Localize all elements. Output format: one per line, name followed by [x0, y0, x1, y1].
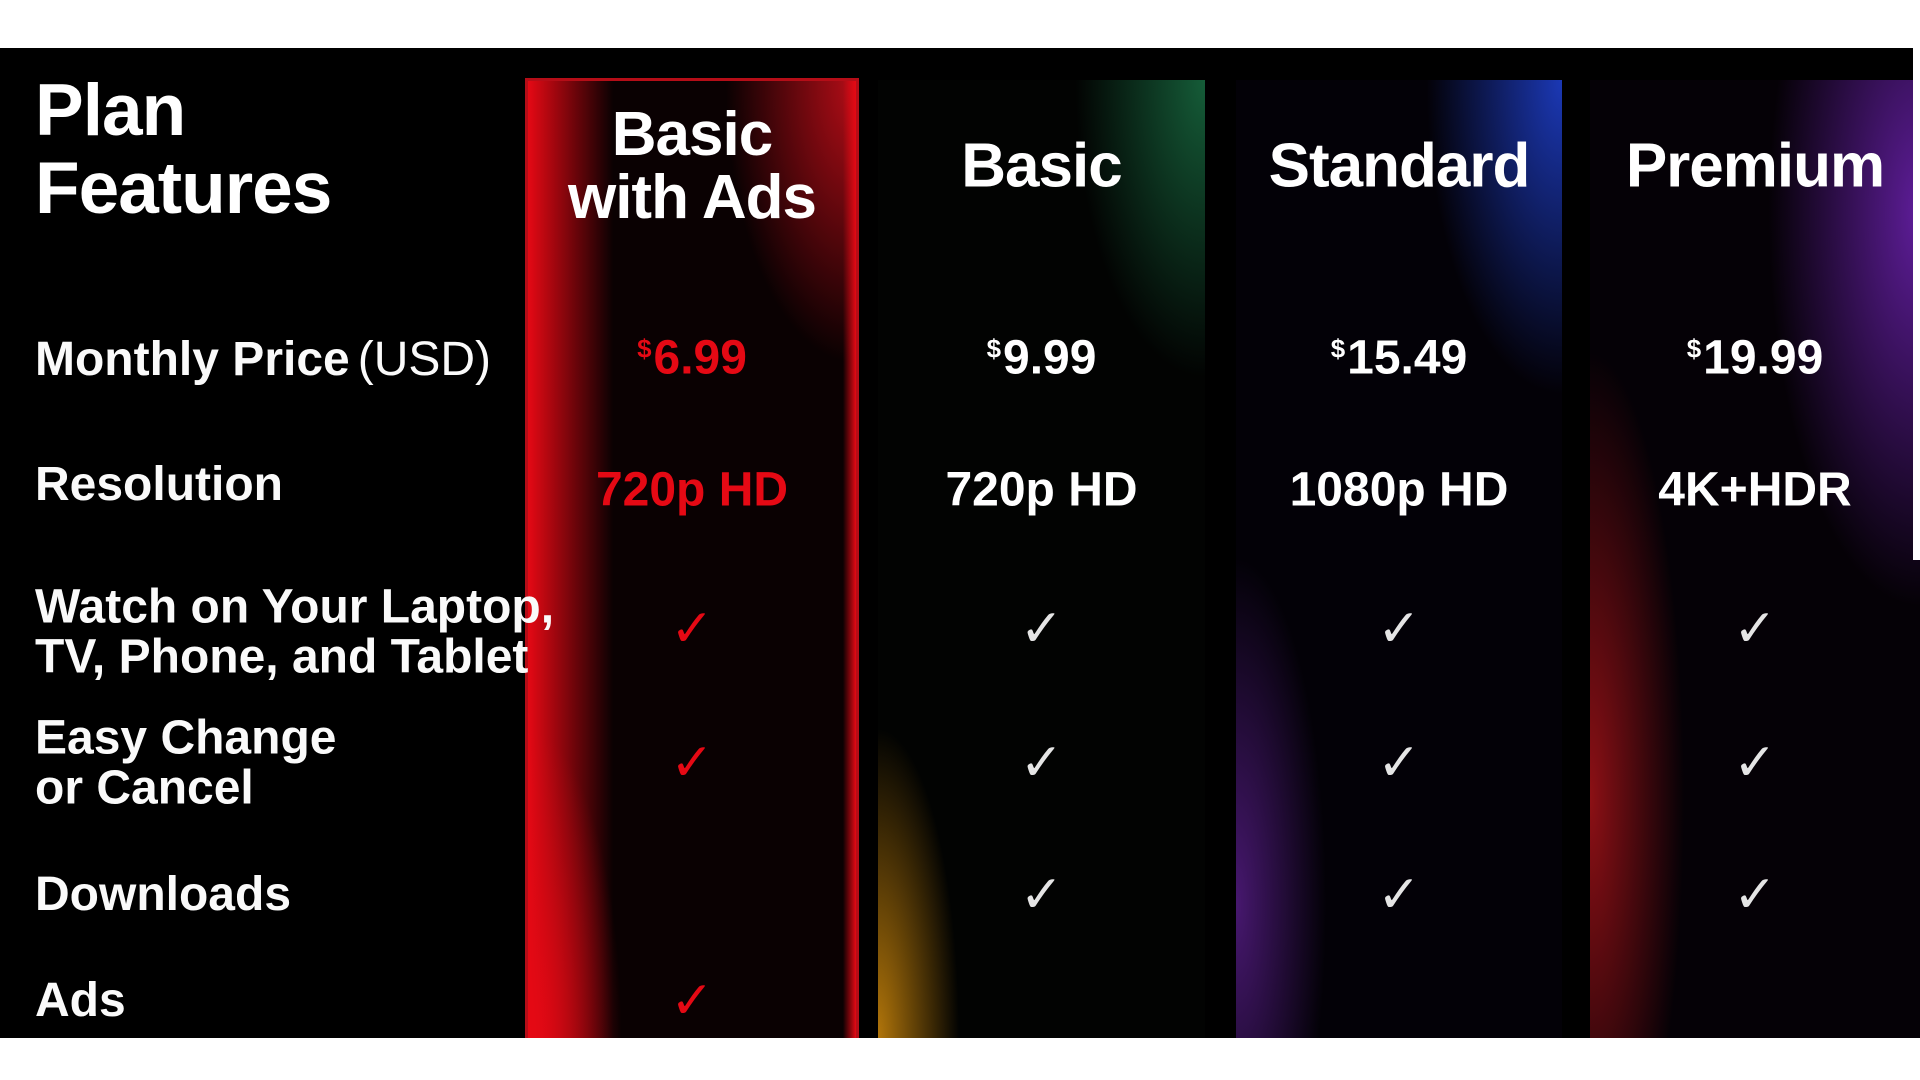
plan-header-basic-with-ads-line2: with Ads	[567, 163, 817, 232]
check-icon-easy-basic: ✓	[1019, 733, 1064, 793]
page-title: Plan Features	[35, 70, 332, 230]
currency-symbol: $	[1330, 335, 1346, 364]
currency-symbol: $	[1686, 335, 1702, 364]
check-icon-watch-basic: ✓	[1019, 599, 1064, 659]
pricing-table: Plan Features Monthly Price (USD) Resolut…	[0, 48, 1920, 1038]
row-label-resolution: Resolution	[35, 457, 283, 511]
resolution-basic: 720p HD	[945, 463, 1138, 517]
plan-card-standard	[1236, 80, 1562, 1038]
price-value: 9.99	[1003, 331, 1097, 385]
currency-symbol: $	[986, 335, 1001, 364]
plan-header-basic-with-ads-line1: Basic	[611, 99, 773, 169]
plan-card-basic	[878, 80, 1205, 1038]
check-icon-downloads-basic: ✓	[1019, 865, 1064, 925]
page-title-line2: Features	[35, 148, 332, 230]
price-value: 6.99	[653, 331, 747, 385]
price-basic-with-ads: $6.99	[525, 331, 859, 386]
row-label-watch-devices: Watch on Your Laptop, TV, Phone, and Tab…	[35, 580, 555, 684]
plan-card-basic-with-ads	[525, 78, 859, 1038]
row-label-monthly-price: Monthly Price (USD)	[35, 332, 492, 386]
plan-card-premium	[1590, 80, 1920, 1038]
resolution-basic-with-ads: 720p HD	[595, 463, 789, 517]
check-icon-watch-premium: ✓	[1733, 599, 1777, 659]
check-icon-easy-premium: ✓	[1733, 733, 1777, 793]
row-label-ads: Ads	[35, 973, 126, 1027]
check-icon-watch-standard: ✓	[1377, 599, 1421, 659]
row-label-downloads: Downloads	[35, 867, 292, 921]
check-icon-easy-basic-with-ads: ✓	[670, 733, 714, 793]
row-label-easy-line2: or Cancel	[35, 762, 254, 815]
currency-symbol: $	[637, 335, 652, 364]
price-premium: $19.99	[1590, 331, 1920, 386]
price-standard: $15.49	[1236, 331, 1562, 386]
plan-header-premium: Premium	[1625, 131, 1885, 201]
check-icon-ads-basic-with-ads: ✓	[670, 971, 714, 1031]
check-icon-easy-standard: ✓	[1377, 733, 1421, 793]
plan-header-standard: Standard	[1268, 131, 1531, 201]
plan-header-basic-with-ads: Basic with Ads	[525, 99, 859, 232]
price-value: 15.49	[1347, 331, 1468, 385]
check-icon-watch-basic-with-ads: ✓	[670, 599, 714, 659]
plan-header-basic: Basic	[961, 131, 1122, 201]
price-value: 19.99	[1703, 331, 1824, 385]
right-edge-white-sliver	[1913, 48, 1920, 560]
resolution-premium: 4K+HDR	[1658, 463, 1852, 517]
row-label-monthly-price-bold: Monthly Price	[35, 332, 350, 386]
row-label-easy-change: Easy Change or Cancel	[35, 711, 337, 815]
row-label-watch-line1: Watch on Your Laptop,	[35, 580, 555, 634]
check-icon-downloads-premium: ✓	[1733, 865, 1777, 925]
price-basic: $9.99	[878, 331, 1205, 386]
row-label-watch-line2: TV, Phone, and Tablet	[35, 631, 529, 684]
resolution-standard: 1080p HD	[1289, 463, 1509, 517]
row-label-monthly-price-units: (USD)	[357, 332, 492, 386]
page-title-line1: Plan	[35, 70, 186, 151]
check-icon-downloads-standard: ✓	[1377, 865, 1421, 925]
row-label-easy-line1: Easy Change	[35, 711, 337, 765]
